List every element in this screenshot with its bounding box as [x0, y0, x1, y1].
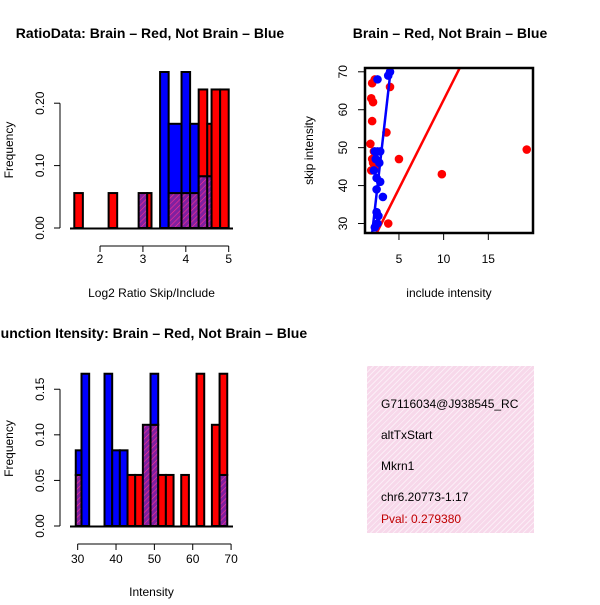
scatter-plot-area	[366, 68, 532, 233]
ratio-bar-overlap	[137, 192, 149, 229]
ratio-title: RatioData: Brain – Red, Not Brain – Blue	[16, 25, 285, 41]
intensity-y-tick-label: 0.00	[33, 514, 47, 538]
ratio-x-tick-label: 3	[140, 252, 147, 266]
scatter-point-blue	[378, 192, 388, 202]
intensity-bar-red	[157, 473, 167, 527]
scatter-point-red	[437, 169, 447, 179]
info-pval: Pval: 0.279380	[381, 512, 462, 526]
scatter-frame	[363, 66, 535, 235]
intensity-y-tick-label: 0.15	[33, 377, 47, 401]
ratio-bar-red	[197, 88, 209, 178]
intensity-x-tick-label: 40	[109, 552, 123, 566]
scatter-y-tick-label: 50	[336, 141, 350, 155]
scatter-point-blue	[369, 166, 379, 175]
ratio-x-tick-label: 2	[97, 252, 104, 266]
intensity-bar-overlap	[218, 473, 229, 527]
ratio-bar-red	[73, 192, 84, 229]
ratio-bar-blue	[159, 71, 170, 229]
scatter-point-blue	[374, 211, 383, 221]
intensity-bar-red	[134, 473, 144, 527]
ratio-y-tick-label: 0.20	[33, 91, 47, 115]
intensity-x-tick-label: 70	[224, 552, 238, 566]
scatter-point-blue	[375, 177, 385, 187]
intensity-bar-blue	[103, 372, 114, 527]
ratio-x-tick-label: 4	[182, 252, 189, 266]
scatter-point-red	[394, 154, 404, 164]
scatter-point-blue	[375, 147, 385, 156]
scatter-point-red	[522, 145, 532, 154]
intensity-chart: Junction Itensity: Brain – Red, Not Brai…	[0, 325, 307, 599]
scatter-point-blue	[372, 185, 381, 194]
intensity-title: Junction Itensity: Brain – Red, Not Brai…	[0, 325, 307, 341]
intensity-bar-blue	[149, 372, 160, 426]
scatter-fit-red	[375, 68, 461, 233]
ratio-bar-overlap	[189, 192, 200, 229]
intensity-bar-blue	[80, 372, 91, 527]
intensity-ylabel: Frequency	[2, 420, 16, 477]
scatter-xlabel: include intensity	[406, 286, 491, 300]
scatter-y-tick-label: 60	[336, 103, 350, 117]
intensity-x-tick-label: 30	[71, 552, 85, 566]
info-id: G7116034@J938545_RC	[381, 397, 519, 411]
scatter-y-tick-label: 40	[336, 179, 350, 193]
info-panel: G7116034@J938545_RC altTxStart Mkrn1 chr…	[367, 366, 534, 533]
intensity-bar-red	[210, 423, 221, 528]
intensity-bar-overlap	[141, 423, 152, 528]
ratio-bar-red	[210, 88, 222, 229]
ratio-bar-red	[219, 88, 230, 229]
ratio-bar-overlap	[197, 175, 209, 229]
intensity-bar-red	[195, 372, 206, 527]
scatter-y-tick-label: 30	[336, 217, 350, 231]
intensity-bar-blue	[111, 449, 121, 527]
intensity-bar-overlap	[149, 423, 160, 528]
scatter-ylabel: skip intensity	[302, 116, 316, 185]
scatter-x-tick-label: 15	[482, 252, 496, 266]
scatter-point-red	[368, 97, 378, 107]
ratio-y-tick-label: 0.10	[33, 154, 47, 178]
scatter-chart: Brain – Red, Not Brain – Blue include int…	[302, 25, 547, 300]
intensity-bar-red	[126, 473, 137, 527]
scatter-point-blue	[373, 75, 382, 84]
intensity-y-tick-label: 0.10	[33, 423, 47, 447]
scatter-point-blue	[374, 158, 384, 168]
info-gene: Mkrn1	[381, 459, 415, 473]
ratio-ylabel: Frequency	[2, 122, 16, 179]
scatter-point-red	[367, 116, 377, 126]
intensity-x-tick-label: 60	[186, 552, 200, 566]
ratio-bar-overlap	[180, 192, 192, 229]
scatter-y-tick-label: 70	[336, 65, 350, 79]
ratio-bar-blue	[189, 122, 200, 195]
ratio-bar-blue	[180, 71, 192, 195]
ratio-chart: RatioData: Brain – Red, Not Brain – Blue…	[2, 25, 284, 300]
ratio-y-tick-label: 0.00	[33, 216, 47, 240]
scatter-point-red	[366, 139, 375, 149]
intensity-y-tick-label: 0.05	[33, 468, 47, 492]
scatter-title: Brain – Red, Not Brain – Blue	[353, 25, 548, 41]
scatter-point-red	[383, 219, 393, 228]
ratio-bar-red	[107, 192, 119, 229]
info-location: chr6.20773-1.17	[381, 490, 469, 504]
ratio-bar-blue	[167, 122, 183, 195]
intensity-bar-red	[164, 473, 175, 527]
ratio-bar-overlap	[167, 192, 183, 229]
scatter-x-tick-label: 10	[437, 252, 451, 266]
ratio-bar-red	[146, 192, 153, 229]
ratio-xlabel: Log2 Ratio Skip/Include	[88, 286, 215, 300]
intensity-bar-red	[180, 473, 190, 527]
info-event: altTxStart	[381, 428, 433, 442]
scatter-point-blue	[385, 68, 395, 77]
intensity-xlabel: Intensity	[129, 585, 174, 599]
ratio-x-tick-label: 5	[225, 252, 232, 266]
scatter-point-blue	[373, 219, 382, 228]
scatter-x-tick-label: 5	[396, 252, 403, 266]
intensity-x-tick-label: 50	[148, 552, 162, 566]
intensity-bar-blue	[118, 449, 129, 527]
intensity-bar-red	[218, 372, 229, 476]
